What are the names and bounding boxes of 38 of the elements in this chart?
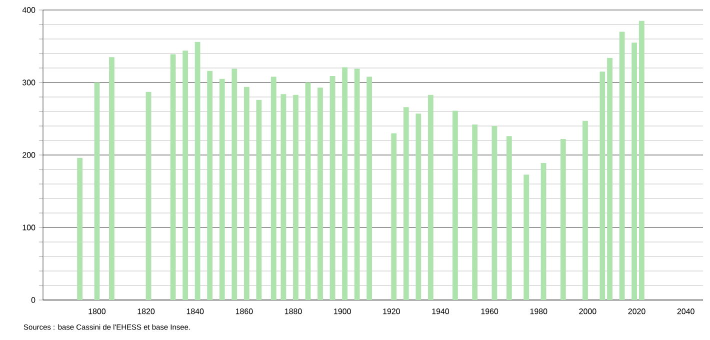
bar [638, 20, 644, 300]
bar [94, 82, 100, 300]
bar [293, 94, 298, 300]
bar [492, 126, 498, 300]
bar [194, 42, 200, 300]
bar [232, 68, 238, 300]
bar [109, 57, 114, 300]
bar [524, 174, 530, 300]
bar [560, 139, 566, 300]
bar [506, 136, 512, 300]
bar [318, 88, 323, 300]
bar [391, 133, 397, 300]
bar [540, 162, 546, 300]
bar [619, 32, 625, 300]
bar [146, 92, 152, 300]
bar [632, 42, 638, 300]
bar [416, 114, 422, 300]
bar [600, 72, 606, 300]
bar [342, 67, 348, 300]
bar [607, 58, 612, 300]
bar [280, 94, 286, 300]
bar [207, 70, 213, 300]
bar [77, 158, 83, 300]
bar [170, 54, 176, 300]
bar [403, 107, 409, 300]
bar [582, 120, 588, 300]
bar [452, 110, 458, 300]
bar [219, 78, 225, 300]
bar [366, 76, 372, 300]
bar [330, 76, 336, 300]
bar [256, 100, 262, 300]
bar [354, 68, 360, 300]
bar [305, 82, 311, 300]
bar [428, 94, 434, 300]
bar [244, 86, 250, 300]
bar [270, 76, 276, 300]
bar [472, 124, 478, 300]
bar [182, 50, 188, 300]
